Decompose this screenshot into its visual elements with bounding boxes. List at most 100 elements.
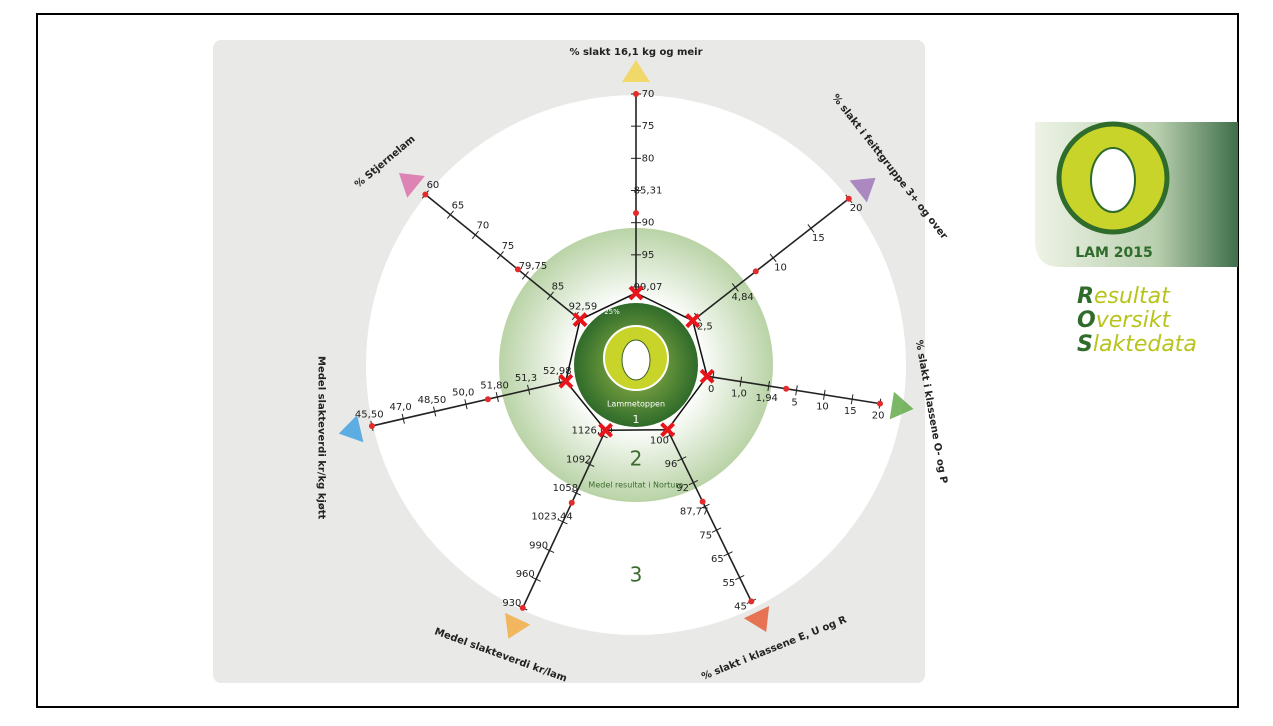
axis-line [522,428,608,609]
axis-tick-label: 2,5 [697,321,713,332]
axis-end-dot [748,598,755,605]
axis-tick [769,253,777,263]
zone-1-number: 1 [633,413,640,426]
axis-tick [546,291,554,300]
logo-initial: O [1077,308,1096,333]
axis-tick-label: 1,0 [731,388,747,399]
axis-tick-label: 20 [850,203,863,214]
logo-rest: laktedata [1093,332,1197,357]
ring-dot [752,268,759,275]
axis-tick-label: 48,50 [418,395,447,406]
axis-tick [734,574,745,581]
result-marker [598,422,613,438]
axis-tick-label: 80 [642,153,655,164]
axis-tick-label: 47,0 [389,402,411,413]
logo-line: Resultat [1077,284,1171,309]
axis-line [705,375,881,405]
center-title: Lammetoppen [607,400,665,409]
axis-tick [433,406,437,417]
axes: 70 75 80 85,31 90 95 99,07 % slakt 16,1 kg og m… [315,47,949,685]
axis-tick-label: 990 [529,540,548,551]
axis-tick [527,384,531,395]
axis-tick-label: 85,31 [634,186,663,197]
axis-tick-label: 1126,09 [571,426,612,437]
axis-tick [401,413,405,424]
axis-tick-label: 75 [699,530,712,541]
axis-tick-label: 95 [642,250,655,261]
axis-tick [723,551,733,557]
axis-tick [521,271,529,280]
axis-tick [495,392,499,403]
axis-tick-label: 92,59 [569,302,598,313]
axis-tick [700,503,710,510]
result-marker [558,373,574,389]
axis-tick-label: 75 [502,241,515,252]
axis-tick [795,385,798,396]
axis-tick [688,479,699,486]
axis-triangle [622,60,650,82]
axis-label: % slakt 16,1 kg og meir [569,47,702,58]
axis-tick-label: 52,98 [543,366,572,377]
axis-line [665,427,753,602]
axis-tick [496,250,504,260]
axis-tick [471,230,479,240]
axis-tick [711,527,722,533]
axis-tick-label: 70 [477,221,490,232]
result-marker [628,285,644,301]
axis-tick-label: 45 [734,602,747,613]
zone-2-caption: Medel resultat i Nortura [588,481,683,490]
axis-tick-label: 65 [711,554,724,565]
axis-tick [558,519,568,525]
axis-triangle [338,415,364,443]
axis-tick [584,461,595,467]
axis-end-dot [633,91,639,97]
result-marker [685,313,701,329]
axis-tick-label: 10 [774,262,787,273]
axis-tick-label: 100 [650,435,669,446]
logo-initial: S [1077,332,1093,357]
axis-tick-label: 60 [427,180,440,191]
axis-triangle [849,177,876,203]
ring-dot [568,499,575,506]
ring-dot [514,266,521,273]
axis-tick-label: 79,75 [519,261,548,272]
axis-triangle [398,173,425,198]
axis-end-dot [845,195,852,202]
axis-tick [731,283,739,292]
logo-line: Oversikt [1077,308,1172,333]
axis-tick-label: 87,77 [680,507,709,518]
result-outline [565,292,708,432]
zone-3-number: 3 [630,563,643,587]
axis-tick-label: 96 [665,459,678,470]
axis-tick-label: 1,94 [756,393,778,404]
result-marker [660,422,675,438]
axis-tick-label: 50,0 [452,388,474,399]
logo-rest: esultat [1094,284,1171,309]
axis-tick [767,380,770,392]
logo-line: Slaktedata [1077,332,1197,357]
axis-end-dot [368,422,375,429]
axis-tick [571,490,582,496]
axis-tick-label: 10 [816,402,829,413]
axis-tick [464,399,468,410]
ring-dot [783,385,790,392]
axis-tick-label: 51,80 [480,380,509,391]
center-percent: 25% [604,308,620,316]
axis-tick [739,376,743,387]
logo-rest: versikt [1096,308,1172,333]
result-marker [572,312,588,328]
axis-tick-label: 4,84 [732,292,754,303]
axis-tick-label: 1023,44 [531,512,572,523]
result-marker [699,368,715,384]
logo-sheep [1090,147,1136,213]
axis-tick-label: 75 [642,121,655,132]
sheep-head [621,339,651,381]
axis-tick-label: 5 [791,397,797,408]
axis-tick-label: 960 [516,569,535,580]
axis-tick [850,394,854,405]
logo-initial: R [1077,284,1094,309]
axis-triangle [889,391,914,420]
axis-tick-label: 55 [723,578,736,589]
